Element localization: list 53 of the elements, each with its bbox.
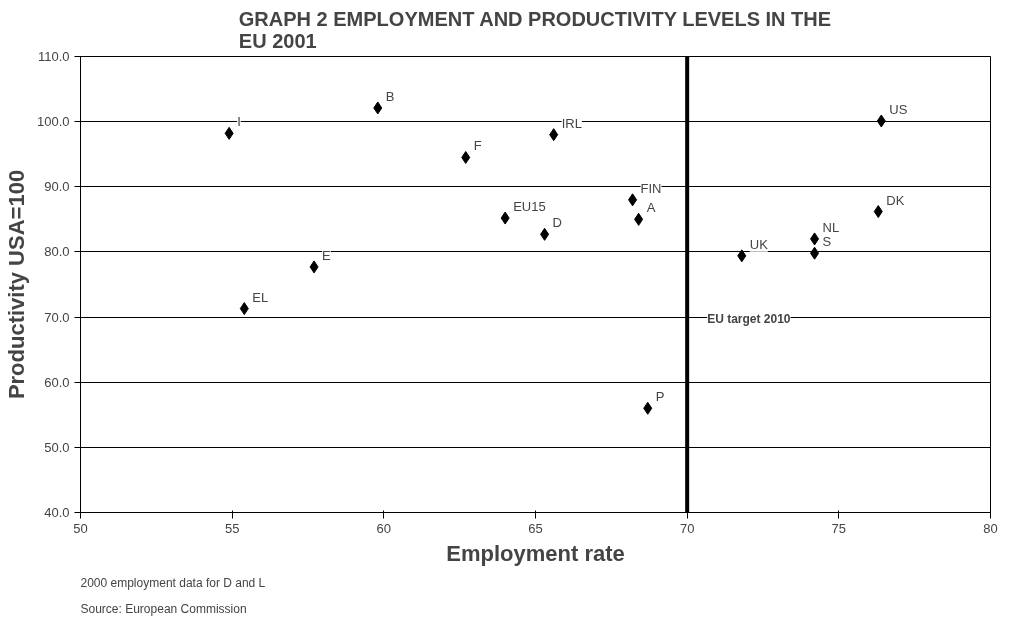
annotation: I — [237, 114, 241, 130]
x-tick-label: 50 — [73, 520, 88, 536]
x-tick-label: 55 — [224, 520, 240, 536]
x-tick-label: 60 — [376, 520, 392, 536]
point — [540, 227, 550, 241]
annotation: E — [322, 247, 332, 263]
point — [634, 212, 644, 226]
point — [224, 126, 234, 140]
annotation: DK — [886, 192, 905, 208]
y-tick-label: 40.0 — [44, 505, 70, 520]
point — [643, 401, 653, 415]
x-tick-label: 80 — [983, 520, 998, 536]
annotation: FIN — [640, 180, 662, 196]
annotation: S — [822, 234, 832, 250]
annotation: US — [889, 101, 908, 117]
point — [373, 101, 383, 115]
point — [628, 193, 638, 207]
point — [810, 232, 820, 246]
point — [810, 246, 820, 260]
y-tick-label: 100.0 — [36, 114, 70, 130]
annotation: A — [646, 200, 656, 216]
y-axis-title: Productivity USA=100 — [3, 169, 29, 400]
point — [876, 114, 886, 128]
annotation: P — [655, 389, 665, 405]
point — [500, 211, 510, 225]
x-axis-title: Employment rate — [446, 540, 625, 566]
chart-title: GRAPH 2 EMPLOYMENT AND PRODUCTIVITY LEVELS IN THE EU 2001 — [238, 7, 832, 52]
point — [239, 302, 249, 316]
annotation: EU15 — [513, 199, 546, 215]
text: 2000 employment data for D and L — [80, 575, 266, 590]
annotation: EL — [252, 289, 269, 305]
point — [461, 150, 471, 164]
source-note: Source: European Commission — [80, 601, 247, 616]
y-tick-label: 50.0 — [44, 439, 70, 455]
y-tick-label: 80.0 — [44, 244, 70, 260]
y-tick-label: 110.0 — [37, 49, 70, 64]
point — [737, 249, 747, 263]
annotation: UK — [749, 236, 769, 252]
x-tick-label: 70 — [679, 520, 695, 536]
point — [549, 128, 559, 142]
ref-line-label: EU target 2010 — [707, 311, 791, 326]
point — [873, 205, 883, 219]
annotation: D — [552, 215, 562, 231]
annotation: IRL — [561, 115, 582, 131]
y-tick-label: 90.0 — [44, 179, 70, 195]
annotation: NL — [822, 219, 840, 235]
y-tick-label: 70.0 — [44, 309, 70, 325]
x-tick-label: 65 — [528, 520, 543, 536]
x-tick-label: 75 — [831, 520, 847, 536]
y-tick-label: 60.0 — [44, 374, 70, 390]
annotation: F — [473, 138, 482, 154]
point — [309, 260, 319, 274]
annotation: B — [385, 88, 395, 104]
